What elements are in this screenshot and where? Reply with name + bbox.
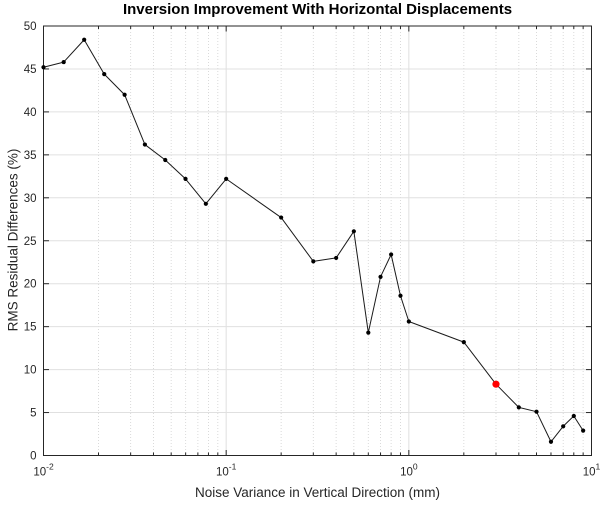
data-point — [142, 142, 147, 147]
data-point — [122, 92, 127, 97]
data-point — [561, 424, 566, 429]
data-point — [203, 201, 208, 206]
y-tick-label: 45 — [24, 64, 37, 76]
y-tick-label: 5 — [30, 408, 36, 420]
data-point — [581, 428, 586, 433]
data-point — [41, 65, 46, 70]
data-point — [163, 157, 168, 163]
data-point — [279, 215, 284, 220]
data-point — [311, 259, 316, 264]
data-point — [398, 293, 403, 298]
data-point — [183, 176, 188, 182]
data-point — [461, 340, 466, 345]
data-point — [378, 274, 383, 279]
y-axis-label: RMS Residual Differences (%) — [5, 148, 21, 332]
y-tick-label: 10 — [24, 365, 37, 377]
y-tick-label: 50 — [24, 21, 37, 33]
chart-title: Inversion Improvement With Horizontal Di… — [122, 1, 513, 18]
y-tick-label: 20 — [24, 279, 37, 291]
data-point — [548, 439, 554, 444]
y-tick-label: 30 — [24, 193, 37, 205]
x-tick-label: 10-1 — [216, 462, 237, 479]
data-point — [351, 229, 356, 234]
data-point — [571, 413, 576, 419]
x-tick-label: 10-2 — [33, 462, 54, 479]
y-tick-label: 25 — [24, 236, 37, 248]
data-point — [406, 319, 411, 324]
y-tick-label: 15 — [24, 322, 37, 334]
y-tick-label: 0 — [30, 451, 36, 463]
y-tick-label: 35 — [24, 150, 37, 162]
x-axis-label: Noise Variance in Vertical Direction (mm… — [194, 485, 441, 500]
data-point — [534, 409, 539, 414]
x-tick-label: 101 — [583, 462, 600, 479]
x-tick-label: 100 — [400, 462, 418, 479]
data-point — [389, 252, 394, 257]
data-point — [61, 59, 66, 65]
data-point — [224, 176, 229, 182]
data-point — [516, 405, 521, 410]
data-point — [82, 37, 87, 42]
data-point — [102, 72, 107, 77]
highlighted-data-point — [492, 380, 500, 388]
y-tick-label: 40 — [24, 107, 37, 119]
data-point — [334, 255, 339, 261]
data-point — [366, 330, 371, 335]
